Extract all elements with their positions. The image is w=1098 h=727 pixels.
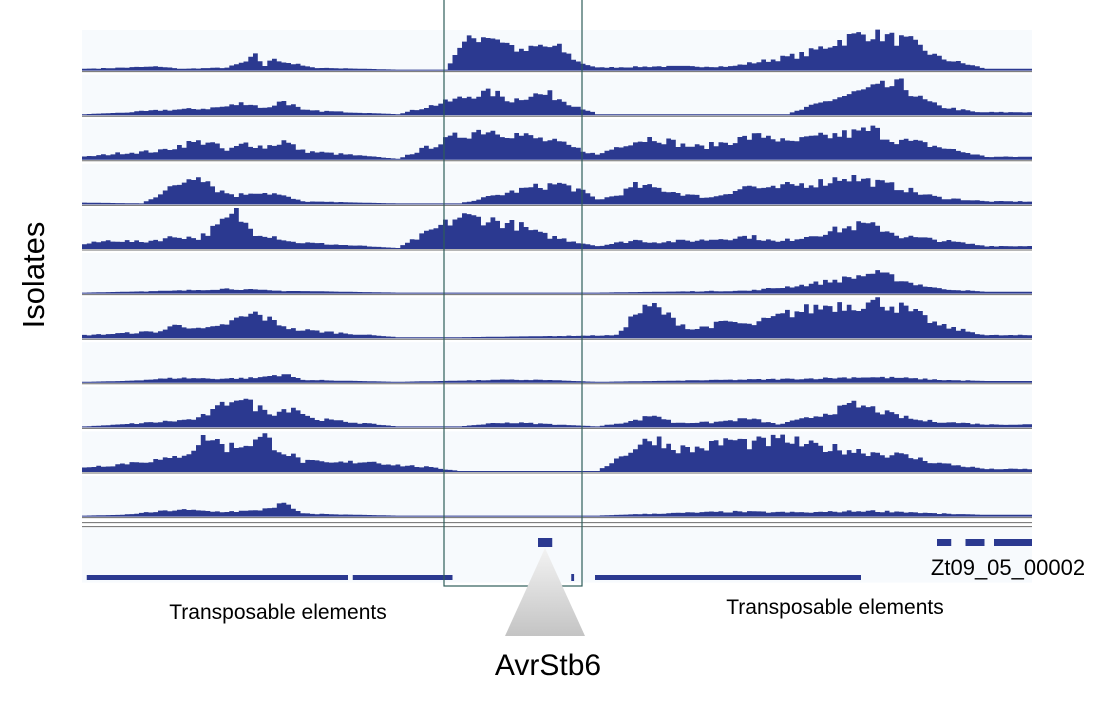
coverage-area (82, 433, 1032, 472)
gene-track-background (82, 527, 1032, 583)
isolate-track (82, 431, 1032, 474)
coverage-area (82, 175, 1032, 205)
track-background (82, 342, 1032, 383)
right-gene-block (937, 539, 952, 546)
avrstb6-gene-block (538, 538, 553, 547)
coverage-area (82, 125, 1032, 160)
isolate-track (82, 163, 1032, 206)
coverage-area (82, 270, 1032, 294)
isolate-track (82, 476, 1032, 519)
coverage-area (82, 78, 1032, 116)
coverage-area (82, 502, 1032, 517)
isolate-track (82, 208, 1032, 251)
coverage-area (82, 208, 1032, 249)
left-te-segment (86, 575, 348, 580)
right-te-segment (595, 575, 861, 580)
avrstb6-highlight-box (443, 0, 583, 587)
coverage-tracks (82, 29, 1032, 519)
gene-id-label: Zt09_05_00002 (931, 555, 1085, 580)
small-feature-block (571, 574, 575, 581)
isolate-track (82, 119, 1032, 162)
coverage-area (82, 398, 1032, 428)
coverage-area (82, 374, 1032, 383)
right-te-label: Transposable elements (726, 596, 944, 619)
right-gene-block (994, 539, 1032, 546)
isolate-track (82, 386, 1032, 429)
isolate-track (82, 29, 1032, 73)
coverage-area (82, 29, 1032, 71)
left-te-label: Transposable elements (169, 601, 387, 624)
left-te-segment (352, 575, 453, 580)
track-background (82, 476, 1032, 517)
right-gene-block (965, 539, 985, 546)
gene-annotation-track (82, 522, 1032, 583)
gene-zoom-triangle (505, 548, 585, 636)
isolate-track (82, 74, 1032, 117)
isolate-track (82, 297, 1032, 340)
coverage-area (82, 297, 1032, 339)
gene-name-label: AvrStb6 (495, 649, 601, 682)
y-axis-label: Isolates (16, 222, 51, 329)
isolate-track (82, 253, 1032, 296)
isolate-track (82, 342, 1032, 385)
